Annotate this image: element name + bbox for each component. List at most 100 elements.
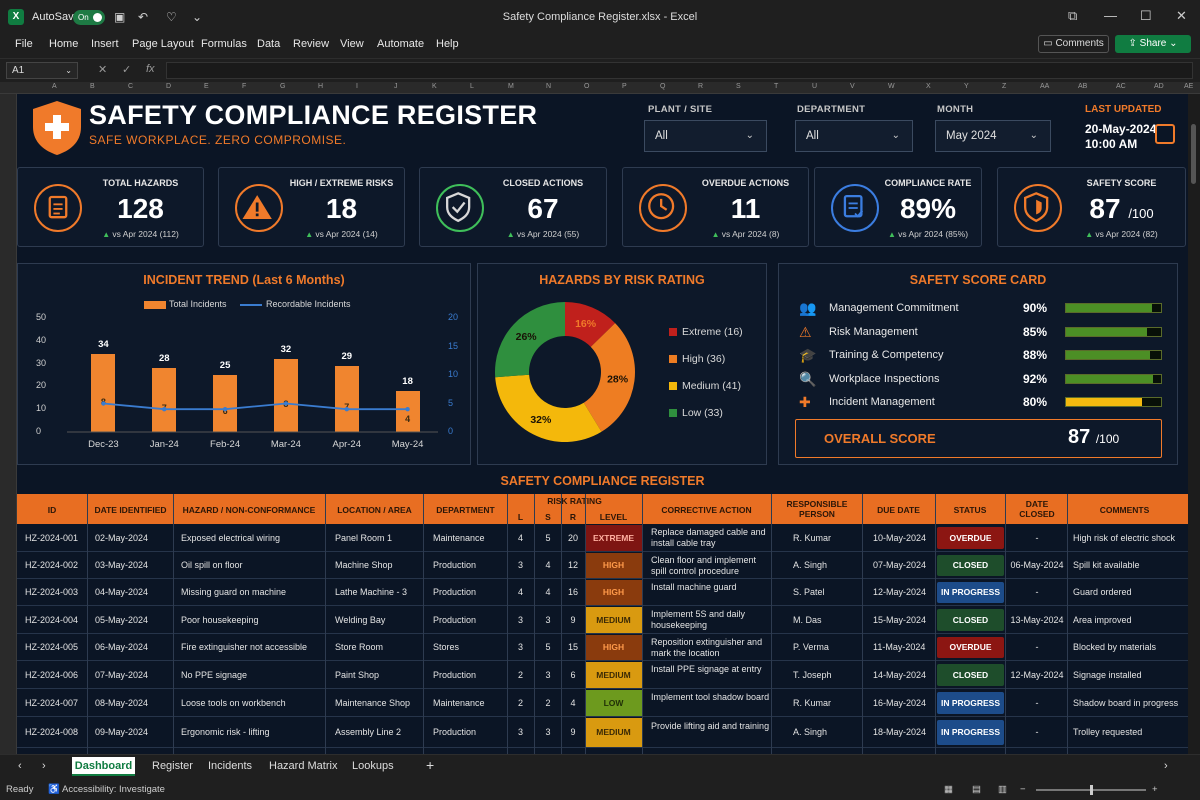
column-header[interactable]: I bbox=[356, 83, 358, 90]
column-header[interactable]: V bbox=[850, 83, 855, 90]
tab-dashboard[interactable]: Dashboard bbox=[72, 757, 135, 776]
menu-review[interactable]: Review bbox=[293, 38, 330, 50]
table-row[interactable]: HZ-2024-003 04-May-2024 Missing guard on m… bbox=[17, 579, 1188, 606]
column-header[interactable]: O bbox=[584, 83, 590, 90]
menu-insert[interactable]: Insert bbox=[91, 38, 119, 50]
column-header[interactable]: T bbox=[774, 83, 779, 90]
col-r[interactable]: R bbox=[569, 512, 577, 522]
prev-sheet-icon[interactable]: ‹ bbox=[18, 760, 22, 772]
col-l[interactable]: L bbox=[517, 512, 524, 522]
column-header[interactable]: Y bbox=[964, 83, 969, 90]
column-header[interactable]: X bbox=[926, 83, 931, 90]
minimize-icon[interactable]: — bbox=[1104, 8, 1117, 23]
column-header[interactable]: A bbox=[52, 83, 57, 90]
table-row[interactable]: HZ-2024-005 06-May-2024 Fire extinguisher … bbox=[17, 634, 1188, 661]
col-comments[interactable]: COMMENTS bbox=[1099, 505, 1150, 515]
filter-department-select[interactable]: All ⌄ bbox=[795, 120, 913, 152]
share-button[interactable]: ⇪ Share ⌄ bbox=[1115, 35, 1191, 53]
table-row[interactable]: HZ-2024-006 07-May-2024 No PPE signage Pain… bbox=[17, 661, 1188, 689]
menu-file[interactable]: File bbox=[15, 38, 33, 50]
page-layout-icon[interactable]: ▤ bbox=[972, 784, 981, 795]
column-header[interactable]: F bbox=[242, 83, 247, 90]
tab-hazard-matrix[interactable]: Hazard Matrix bbox=[269, 760, 338, 772]
table-row[interactable]: HZ-2024-002 03-May-2024 Oil spill on floor… bbox=[17, 552, 1188, 579]
col-s[interactable]: S bbox=[545, 512, 551, 522]
col-action[interactable]: CORRECTIVE ACTION bbox=[661, 505, 752, 515]
insert-function-icon[interactable]: fx bbox=[146, 63, 155, 75]
column-header[interactable]: J bbox=[394, 83, 398, 90]
column-header[interactable]: M bbox=[508, 83, 514, 90]
col-id[interactable]: ID bbox=[47, 505, 57, 515]
column-header[interactable]: AC bbox=[1116, 83, 1126, 90]
col-hazard[interactable]: HAZARD / NON-CONFORMANCE bbox=[182, 505, 316, 515]
table-row[interactable]: HZ-2024-008 09-May-2024 Ergonomic risk - l… bbox=[17, 717, 1188, 748]
column-header[interactable]: L bbox=[470, 83, 474, 90]
filter-plant-select[interactable]: All ⌄ bbox=[644, 120, 767, 152]
close-icon[interactable]: ✕ bbox=[1176, 8, 1187, 23]
maximize-icon[interactable]: ☐ bbox=[1140, 8, 1152, 23]
menu-automate[interactable]: Automate bbox=[377, 38, 425, 50]
col-date[interactable]: DATE IDENTIFIED bbox=[94, 505, 167, 515]
column-header[interactable]: W bbox=[888, 83, 895, 90]
column-header[interactable]: B bbox=[90, 83, 95, 90]
accessibility-status[interactable]: Accessibility: Investigate bbox=[62, 784, 165, 795]
column-header[interactable]: S bbox=[736, 83, 741, 90]
column-header[interactable]: E bbox=[204, 83, 209, 90]
tab-lookups[interactable]: Lookups bbox=[352, 760, 394, 772]
column-header[interactable]: G bbox=[280, 83, 286, 90]
zoom-out-icon[interactable]: − bbox=[1020, 784, 1026, 795]
zoom-slider[interactable] bbox=[1036, 785, 1146, 795]
zoom-in-icon[interactable]: + bbox=[1152, 784, 1158, 795]
redo-icon[interactable]: ♡ bbox=[166, 10, 177, 24]
col-location[interactable]: LOCATION / AREA bbox=[337, 505, 412, 515]
menu-help[interactable]: Help bbox=[436, 38, 459, 50]
add-sheet-icon[interactable]: + bbox=[426, 757, 435, 773]
column-header[interactable]: H bbox=[318, 83, 324, 90]
column-header[interactable]: AE bbox=[1184, 83, 1194, 90]
column-header[interactable]: R bbox=[698, 83, 704, 90]
col-status[interactable]: STATUS bbox=[953, 505, 987, 515]
column-header[interactable]: N bbox=[546, 83, 552, 90]
name-box[interactable]: A1 ⌄ bbox=[6, 62, 78, 79]
next-sheet-icon[interactable]: › bbox=[42, 760, 46, 772]
column-header[interactable]: AA bbox=[1040, 83, 1050, 90]
column-header[interactable]: Z bbox=[1002, 83, 1007, 90]
coauthor-icon[interactable]: ⧉ bbox=[1068, 8, 1078, 23]
col-level[interactable]: LEVEL bbox=[599, 512, 628, 522]
enter-icon[interactable]: ✓ bbox=[122, 64, 132, 76]
column-header[interactable]: Q bbox=[660, 83, 666, 90]
column-header[interactable]: P bbox=[622, 83, 627, 90]
menu-view[interactable]: View bbox=[340, 38, 364, 50]
col-risk-rating[interactable]: RISK RATING bbox=[547, 496, 602, 506]
column-header[interactable]: K bbox=[432, 83, 437, 90]
zoom-thumb[interactable] bbox=[1090, 785, 1093, 795]
undo-icon[interactable]: ↶ bbox=[138, 10, 149, 24]
column-header[interactable]: AB bbox=[1078, 83, 1088, 90]
filter-month-select[interactable]: May 2024 ⌄ bbox=[935, 120, 1051, 152]
col-department[interactable]: DEPARTMENT bbox=[436, 505, 495, 515]
page-break-icon[interactable]: ▥ bbox=[998, 784, 1007, 795]
tab-register[interactable]: Register bbox=[152, 760, 193, 772]
scroll-right-icon[interactable]: › bbox=[1164, 760, 1168, 772]
col-due[interactable]: DUE DATE bbox=[877, 505, 920, 515]
column-header[interactable]: AD bbox=[1154, 83, 1164, 90]
col-closed[interactable]: DATE CLOSED bbox=[1019, 499, 1055, 519]
table-row[interactable]: HZ-2024-004 05-May-2024 Poor housekeeping W… bbox=[17, 606, 1188, 634]
normal-view-icon[interactable]: ▦ bbox=[944, 784, 953, 795]
column-header[interactable]: C bbox=[128, 83, 134, 90]
scroll-thumb[interactable] bbox=[1191, 124, 1196, 184]
menu-data[interactable]: Data bbox=[257, 38, 281, 50]
menu-page-layout[interactable]: Page Layout bbox=[132, 38, 194, 50]
formula-input[interactable] bbox=[166, 62, 1193, 79]
autosave-toggle[interactable]: On bbox=[73, 10, 105, 25]
comments-button[interactable]: ▭ Comments bbox=[1038, 35, 1109, 53]
table-row[interactable]: HZ-2024-001 02-May-2024 Exposed electrical… bbox=[17, 524, 1188, 552]
tab-incidents[interactable]: Incidents bbox=[208, 760, 253, 772]
save-icon[interactable]: ▣ bbox=[114, 10, 126, 24]
column-header[interactable]: D bbox=[166, 83, 172, 90]
col-responsible[interactable]: RESPONSIBLE PERSON bbox=[786, 499, 848, 519]
vertical-scrollbar[interactable] bbox=[1188, 94, 1200, 754]
column-header[interactable]: U bbox=[812, 83, 818, 90]
menu-formulas[interactable]: Formulas bbox=[201, 38, 247, 50]
cancel-icon[interactable]: ✕ bbox=[98, 64, 108, 76]
